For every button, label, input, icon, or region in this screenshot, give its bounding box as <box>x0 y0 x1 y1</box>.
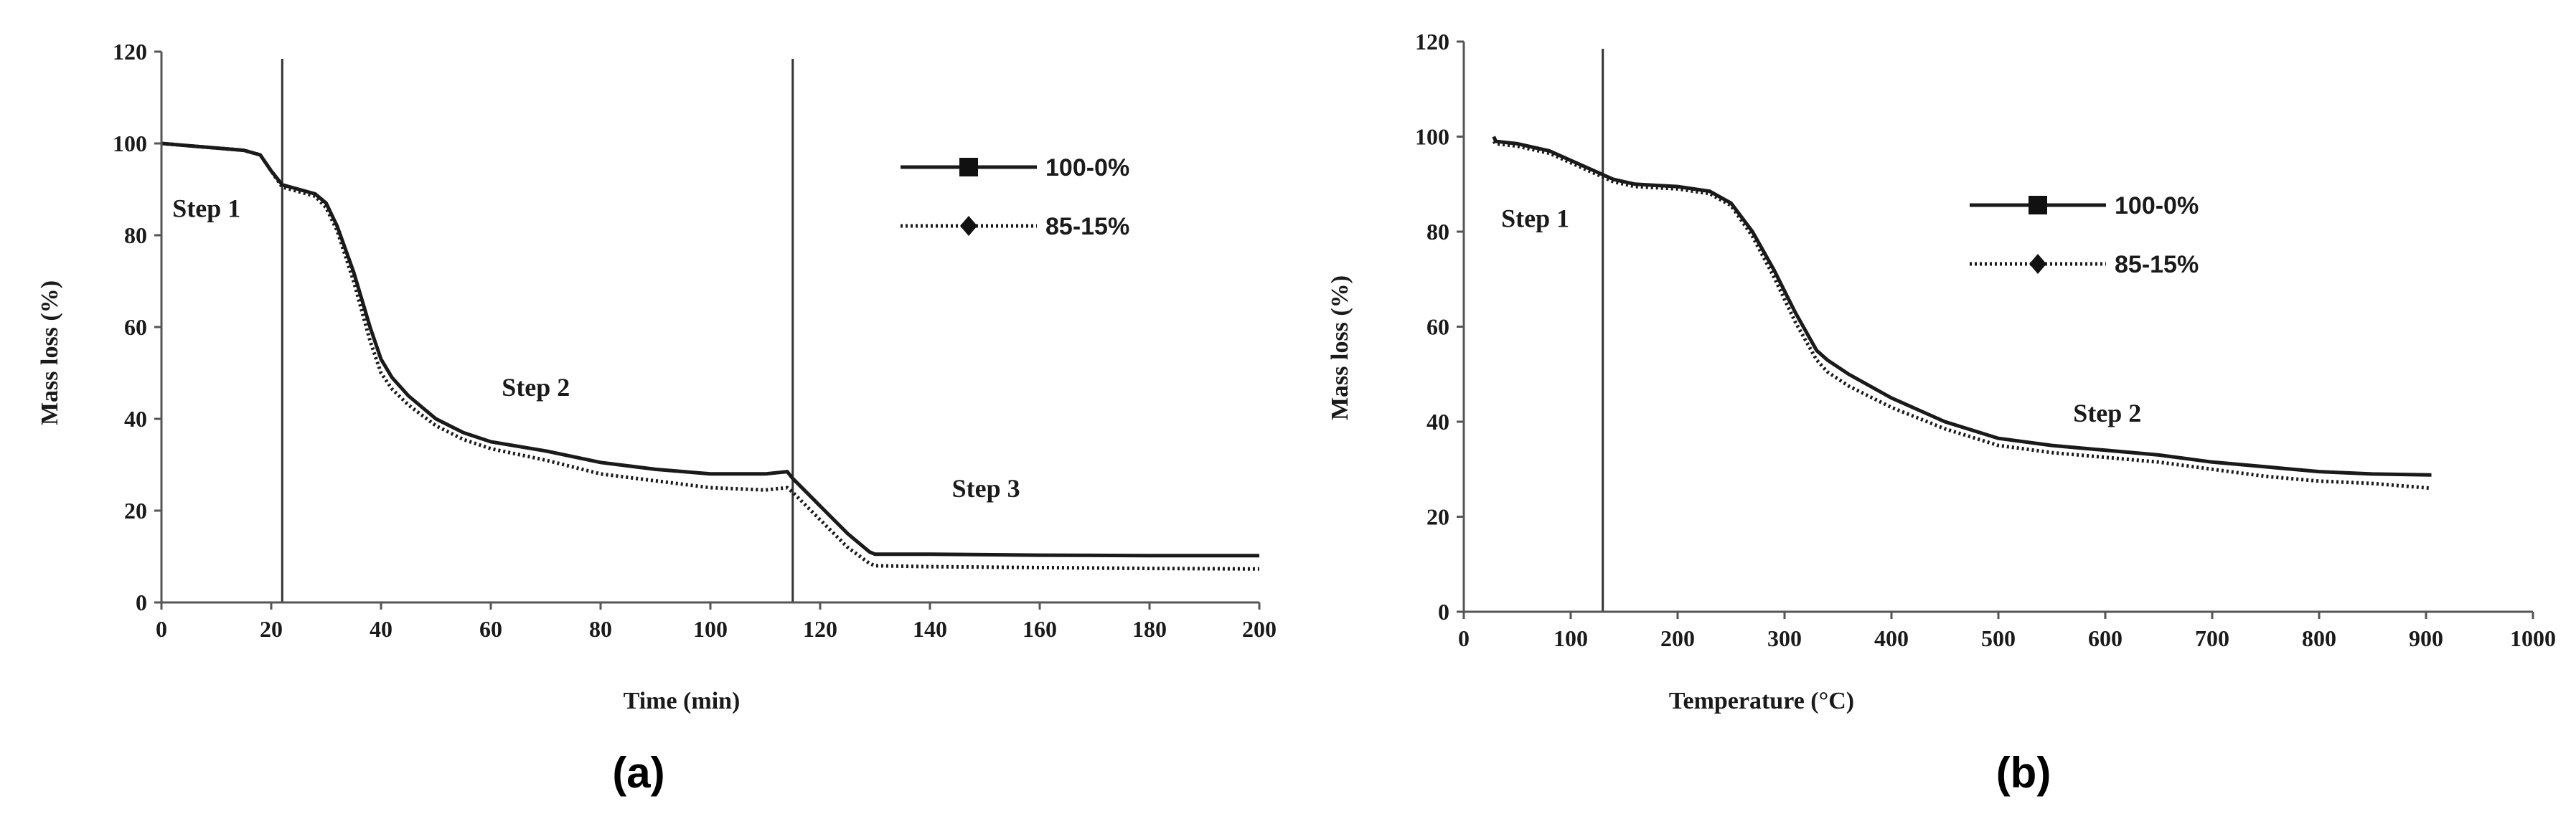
chart-a-x-axis-title: Time (min) <box>624 688 741 714</box>
chart-a-legend-item-2: 85-15% <box>901 213 1129 240</box>
chart-b-legend-item-1: 100-0% <box>1970 192 2199 219</box>
chart-b-series-layer <box>1492 136 2432 491</box>
chart-b-y-tick-label: 0 <box>1438 599 1449 625</box>
chart-a-legend-label: 85-15% <box>1045 213 1129 240</box>
chart-b-x-tick-label: 200 <box>1660 625 1695 651</box>
chart-b-x-tick-label: 1000 <box>2510 625 2556 651</box>
chart-a-x-tick-label: 0 <box>156 616 167 642</box>
chart-b-x-tick-label: 700 <box>2195 625 2229 651</box>
chart-b-y-tick-label: 80 <box>1426 219 1449 245</box>
chart-a-y-tick-label: 40 <box>124 406 147 432</box>
chart-b-x-tick-label: 400 <box>1874 625 1909 651</box>
chart-b-y-tick-label: 100 <box>1415 124 1449 150</box>
chart-b-y-tick-label: 60 <box>1426 314 1449 340</box>
chart-a-x-tick-label: 160 <box>1023 616 1057 642</box>
chart-a-x-tick-label: 60 <box>479 616 502 642</box>
chart-b-x-tick-label: 900 <box>2409 625 2443 651</box>
chart-a-axes-layer: 0 20 40 60 80 100 120 140 160 180 200 0 20 40 60 80 100 1… <box>113 39 1277 642</box>
chart-b: 0 100 200 300 400 500 600 700 800 900 1000 0 20 40 60 8… <box>1327 29 2556 797</box>
chart-a-legend-item-1: 100-0% <box>901 154 1129 181</box>
chart-a-x-tick-label: 40 <box>370 616 392 642</box>
chart-a-y-tick-label: 120 <box>113 39 147 65</box>
chart-a-step-label-2: Step 2 <box>502 373 570 402</box>
chart-b-legend-item-2: 85-15% <box>1970 251 2199 278</box>
chart-b-panel-label: (b) <box>1996 749 2051 797</box>
chart-b-series-line-100-0 <box>1492 136 2432 477</box>
diamond-marker-icon <box>2029 254 2046 274</box>
chart-a-legend: 100-0% 85-15% <box>901 154 1129 240</box>
chart-b-x-axis-title: Temperature (°C) <box>1669 688 1854 714</box>
chart-b-series-line-85-15 <box>1492 140 2432 491</box>
chart-a-series-layer <box>161 141 1260 571</box>
chart-b-x-tick-label: 500 <box>1981 625 2016 651</box>
chart-b-legend: 100-0% 85-15% <box>1970 192 2199 278</box>
chart-b-x-tick-label: 300 <box>1767 625 1802 651</box>
chart-a-step-label-1: Step 1 <box>172 194 240 222</box>
chart-a-x-tick-label: 20 <box>260 616 283 642</box>
chart-b-x-tick-label: 800 <box>2302 625 2336 651</box>
chart-b-x-tick-label: 600 <box>2088 625 2123 651</box>
chart-b-y-axis-title: Mass loss (%) <box>1327 275 1353 420</box>
chart-a-panel-label: (a) <box>612 749 664 797</box>
chart-a-y-tick-label: 100 <box>113 131 147 156</box>
chart-b-y-tick-label: 120 <box>1415 29 1449 55</box>
diamond-marker-icon <box>960 216 977 236</box>
chart-b-annotation-layer: Step 1 Step 2 <box>1501 204 2141 427</box>
chart-a-y-tick-label: 80 <box>124 222 147 248</box>
chart-b-x-tick-label: 100 <box>1553 625 1588 651</box>
chart-a-annotation-layer: Step 1 Step 2 Step 3 <box>172 194 1020 502</box>
chart-a-y-axis-title: Mass loss (%) <box>37 280 63 425</box>
chart-b-y-tick-label: 20 <box>1426 504 1449 530</box>
chart-a-series-line-100-0 <box>161 141 1259 558</box>
square-marker-icon <box>2029 196 2047 214</box>
chart-b-axes-layer: 0 100 200 300 400 500 600 700 800 900 1000 0 20 40 60 8… <box>1415 29 2556 651</box>
chart-a-y-tick-label: 20 <box>124 498 147 524</box>
chart-a-x-tick-label: 180 <box>1132 616 1167 642</box>
chart-a-x-tick-label: 140 <box>913 616 947 642</box>
chart-a-y-tick-label: 60 <box>124 314 147 340</box>
chart-b-legend-label: 85-15% <box>2115 251 2199 278</box>
chart-a: 0 20 40 60 80 100 120 140 160 180 200 0 20 40 60 80 100 1… <box>37 39 1277 797</box>
chart-b-y-tick-label: 40 <box>1426 409 1449 435</box>
chart-b-x-tick-label: 0 <box>1458 625 1470 651</box>
chart-b-step-label-1: Step 1 <box>1501 204 1569 232</box>
square-marker-icon <box>959 158 978 176</box>
chart-a-divider-layer <box>281 59 794 602</box>
chart-a-y-tick-label: 0 <box>136 590 147 615</box>
chart-a-x-tick-label: 200 <box>1242 616 1277 642</box>
chart-b-legend-label: 100-0% <box>2115 192 2199 219</box>
chart-a-x-tick-label: 80 <box>589 616 612 642</box>
chart-b-step-label-2: Step 2 <box>2073 399 2141 427</box>
chart-a-step-label-3: Step 3 <box>952 474 1020 503</box>
chart-a-legend-label: 100-0% <box>1045 154 1129 181</box>
chart-a-x-tick-label: 100 <box>693 616 728 642</box>
chart-a-x-tick-label: 120 <box>803 616 837 642</box>
